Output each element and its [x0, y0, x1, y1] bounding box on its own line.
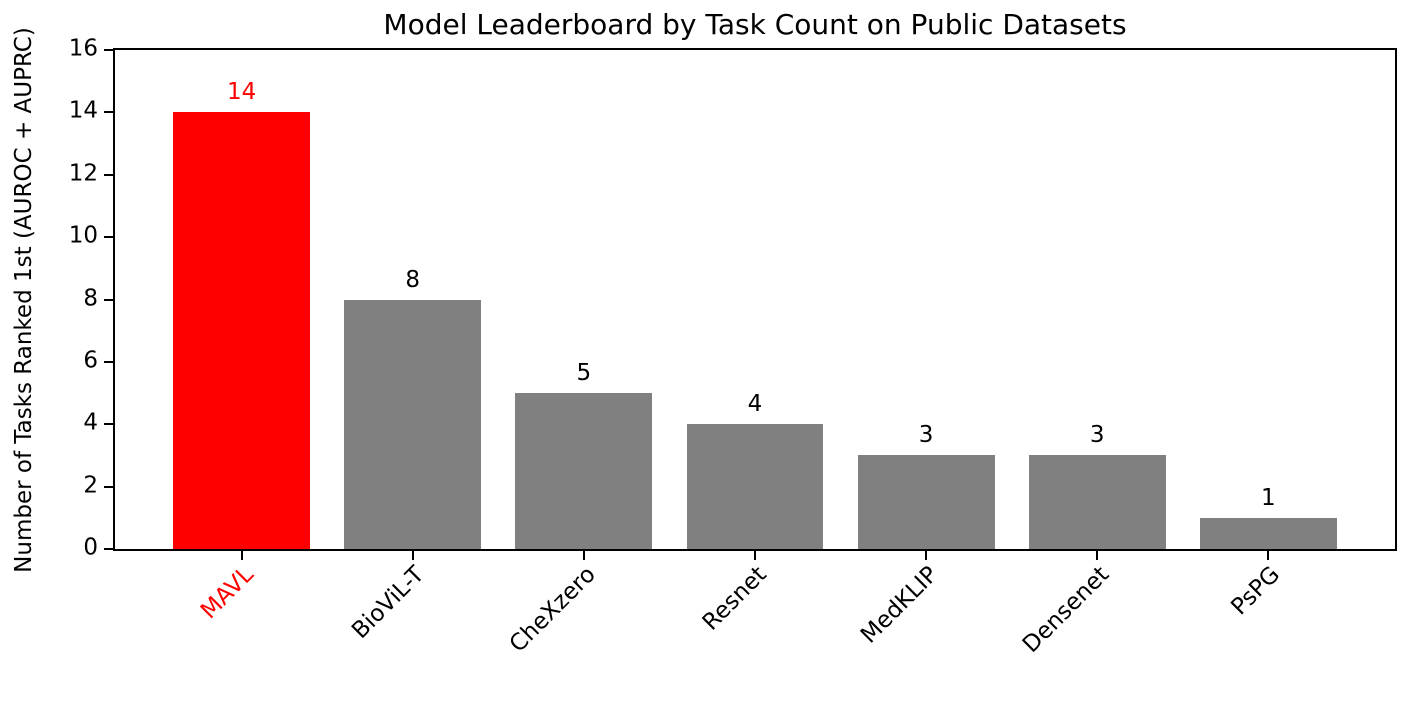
y-tick-mark — [104, 360, 113, 363]
bar-chexzero — [515, 393, 653, 549]
x-tick-mark-pspg — [1267, 551, 1270, 560]
y-tick-mark — [104, 236, 113, 239]
x-tick-label-densenet: Densenet — [1017, 561, 1115, 658]
x-tick-mark-chexzero — [582, 551, 585, 560]
y-tick-mark — [104, 548, 113, 550]
bar-value-label-pspg: 1 — [1261, 484, 1276, 511]
x-tick-mark-resnet — [754, 551, 756, 560]
y-tick-mark — [104, 111, 113, 114]
bar-resnet — [686, 424, 824, 549]
x-tick-label-medklip: MedKLIP — [855, 561, 944, 649]
x-tick-label-mavl: MAVL — [195, 561, 259, 625]
y-tick-label: 6 — [83, 347, 98, 374]
x-tick-mark-mavl — [240, 551, 243, 560]
plot-area: 0 2 4 6 8 10 12 14 16 14 MAVL 8 BioViL-T 5 CheXzero 4 Re… — [69, 36, 1397, 658]
bar-densenet — [1028, 455, 1166, 549]
bar-value-label-chexzero: 5 — [576, 360, 592, 387]
bar-value-label-resnet: 4 — [747, 391, 763, 418]
bar-value-label-biovil-t: 8 — [405, 266, 421, 293]
x-tick-label-chexzero: CheXzero — [504, 561, 601, 658]
y-tick-mark — [104, 173, 113, 176]
y-tick-label: 0 — [83, 534, 98, 561]
x-tick-label-resnet: Resnet — [697, 561, 772, 636]
bar-value-label-medklip: 3 — [918, 422, 934, 449]
y-tick-label: 2 — [83, 471, 98, 498]
y-tick-label: 12 — [68, 160, 98, 187]
bar-biovil-t — [344, 299, 482, 549]
y-tick-label: 8 — [83, 284, 98, 311]
y-axis-label: Number of Tasks Ranked 1st (AUROC + AUPR… — [11, 27, 37, 573]
y-tick-label: 14 — [68, 97, 98, 124]
bar-value-label-mavl: 14 — [226, 79, 257, 106]
chart-title: Model Leaderboard by Task Count on Publi… — [383, 8, 1127, 41]
y-tick-label: 16 — [68, 35, 98, 62]
bar-value-label-densenet: 3 — [1089, 422, 1105, 449]
x-tick-mark-biovil-t — [411, 551, 414, 560]
x-tick-mark-medklip — [925, 551, 928, 560]
x-tick-label-biovil-t: BioViL-T — [347, 561, 430, 644]
bar-pspg — [1199, 517, 1337, 549]
y-tick-mark — [104, 485, 113, 488]
y-tick-mark — [104, 298, 113, 301]
y-tick-label: 10 — [68, 222, 98, 249]
y-tick-label: 4 — [83, 409, 98, 436]
bar-medklip — [857, 455, 995, 549]
bar-mavl — [173, 112, 311, 549]
x-tick-label-pspg: PsPG — [1226, 561, 1286, 621]
y-tick-mark — [104, 49, 113, 51]
x-tick-mark-densenet — [1096, 551, 1099, 560]
y-tick-mark — [104, 423, 113, 426]
